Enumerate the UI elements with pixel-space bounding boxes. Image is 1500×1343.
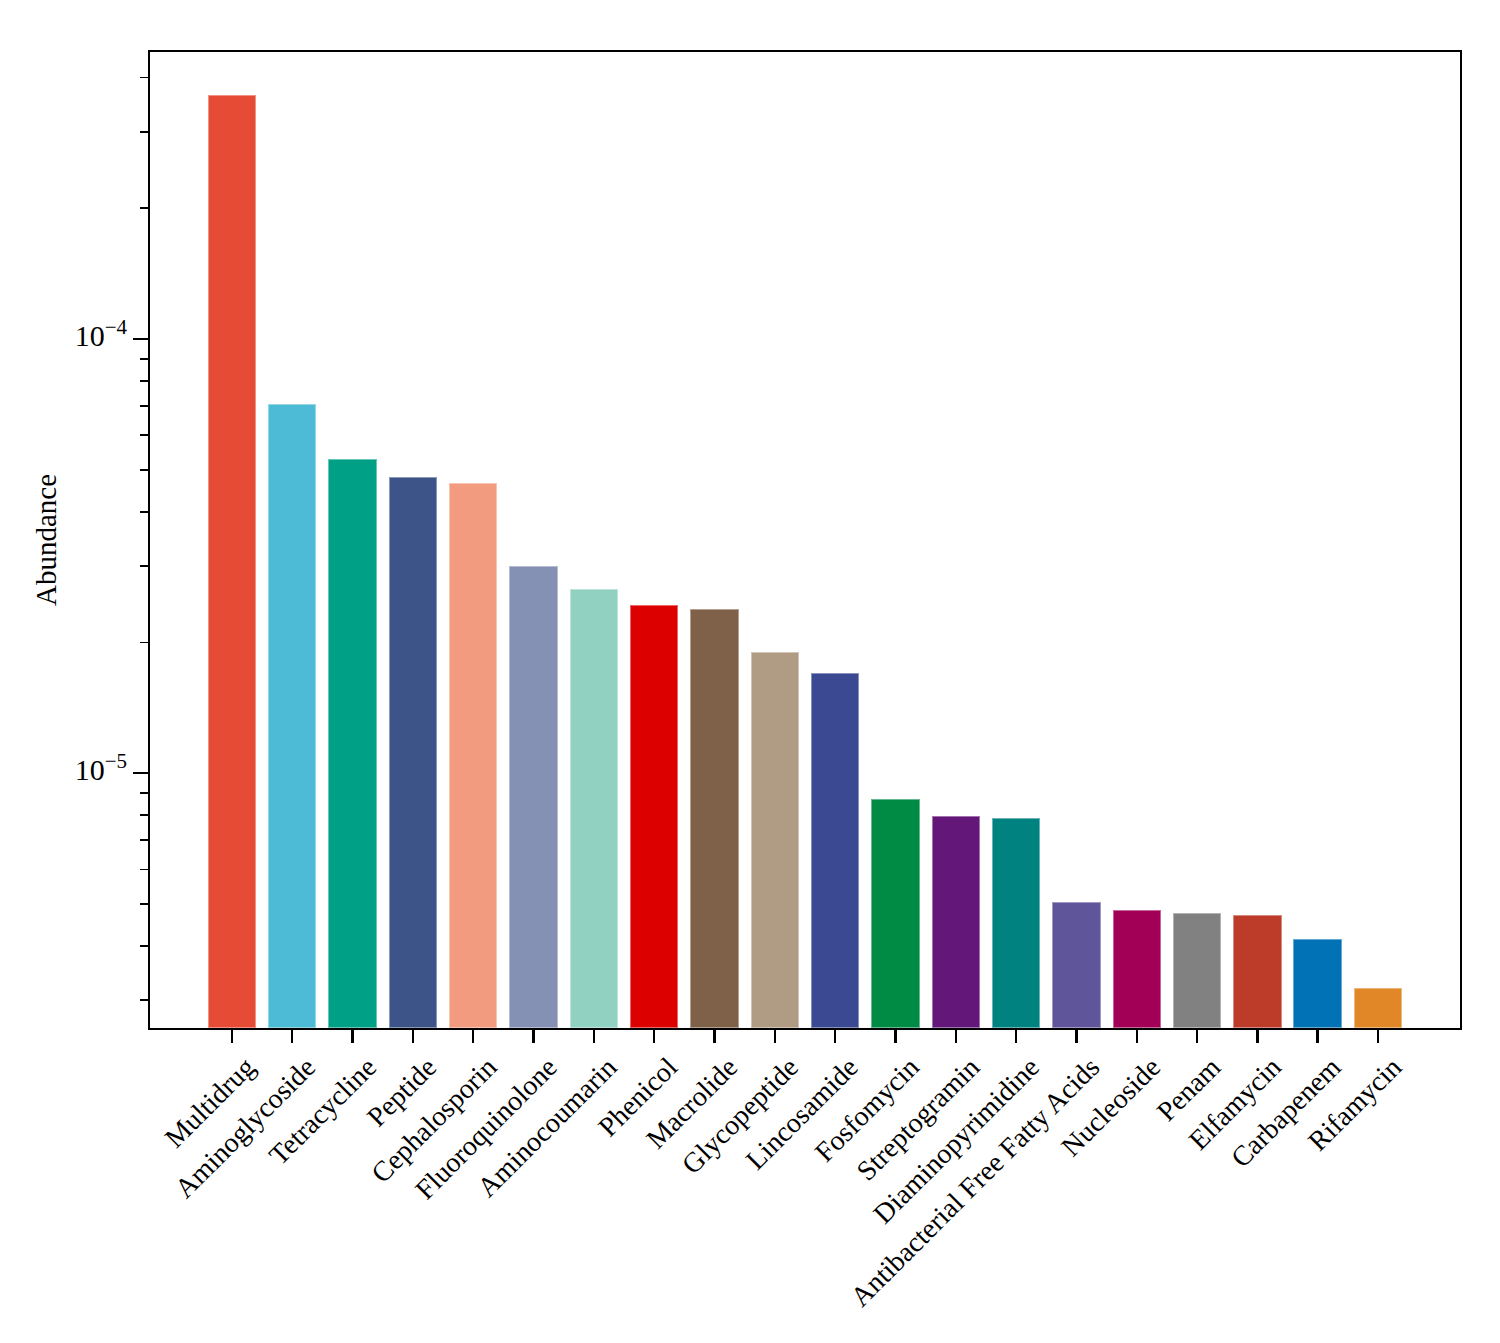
bar-multidrug [208,95,257,1028]
bar-diaminopyrimidine [992,818,1041,1028]
bar-peptide [389,477,438,1028]
bar-lincosamide [811,673,860,1028]
bar-carbapenem [1293,939,1342,1028]
y-major-tick [133,772,148,775]
x-tick-tetracycline [351,1030,354,1043]
y-minor-tick [140,903,148,905]
x-tick-nucleoside [1136,1030,1139,1043]
bar-aminoglycoside [268,404,317,1028]
y-minor-tick [140,77,148,79]
y-minor-tick [140,642,148,644]
y-tick-label-exponent: −5 [105,749,127,773]
y-major-tick [133,338,148,341]
x-tick-antibacterial-free-fatty-acids [1075,1030,1078,1043]
x-tick-elfamycin [1256,1030,1259,1043]
x-tick-lincosamide [834,1030,837,1043]
bar-chart-figure: Abundance MultidrugAminoglycosideTetracy… [0,0,1500,1343]
x-tick-carbapenem [1316,1030,1319,1043]
x-tick-streptogramin [955,1030,958,1043]
y-tick-label: 10−4 [75,317,127,351]
bar-rifamycin [1354,988,1403,1028]
y-minor-tick [140,434,148,436]
y-minor-tick [140,565,148,567]
x-tick-phenicol [653,1030,656,1043]
y-minor-tick [140,131,148,133]
y-minor-tick [140,839,148,841]
x-tick-aminocoumarin [593,1030,596,1043]
y-minor-tick [140,469,148,471]
y-minor-tick [140,207,148,209]
x-tick-multidrug [231,1030,234,1043]
x-tick-fluoroquinolone [532,1030,535,1043]
bar-streptogramin [932,816,981,1028]
x-tick-cephalosporin [472,1030,475,1043]
y-tick-label: 10−5 [75,751,127,785]
x-tick-aminoglycoside [291,1030,294,1043]
bar-aminocoumarin [570,589,619,1028]
y-minor-tick [140,358,148,360]
bar-glycopeptide [751,652,800,1028]
x-tick-macrolide [713,1030,716,1043]
y-minor-tick [140,945,148,947]
y-minor-tick [140,511,148,513]
x-tick-fosfomycin [894,1030,897,1043]
y-minor-tick [140,792,148,794]
x-tick-diaminopyrimidine [1015,1030,1018,1043]
y-tick-label-base: 10 [75,753,105,786]
bar-elfamycin [1233,915,1282,1028]
x-tick-penam [1196,1030,1199,1043]
y-minor-tick [140,405,148,407]
x-tick-peptide [412,1030,415,1043]
bar-antibacterial-free-fatty-acids [1052,902,1101,1028]
bar-penam [1173,913,1222,1028]
bar-fosfomycin [871,799,920,1028]
y-minor-tick [140,814,148,816]
y-tick-label-exponent: −4 [105,315,127,339]
x-tick-glycopeptide [774,1030,777,1043]
y-minor-tick [140,380,148,382]
y-tick-label-base: 10 [75,319,105,352]
y-axis-label: Abundance [30,474,63,606]
bar-cephalosporin [449,483,498,1028]
bar-tetracycline [328,459,377,1028]
bar-macrolide [690,609,739,1028]
bar-fluoroquinolone [509,566,558,1028]
x-tick-rifamycin [1377,1030,1380,1043]
y-minor-tick [140,869,148,871]
bar-nucleoside [1113,910,1162,1028]
y-minor-tick [140,999,148,1001]
bar-phenicol [630,605,679,1028]
